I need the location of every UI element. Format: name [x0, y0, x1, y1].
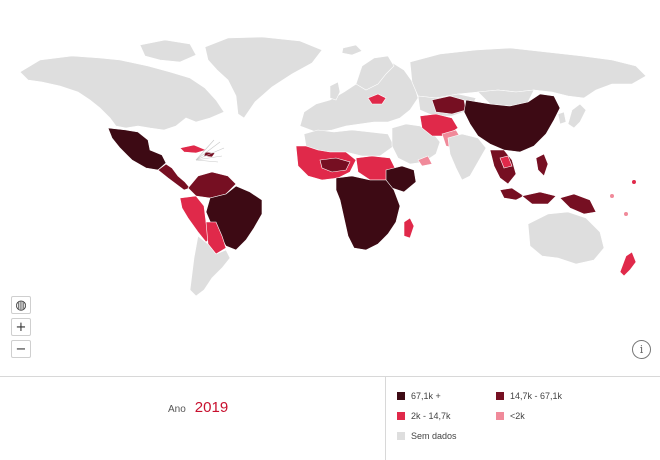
world-map[interactable]: ◍ + − i	[0, 0, 660, 376]
legend-label: 67,1k +	[411, 391, 441, 401]
region-mexico[interactable]	[107, 127, 167, 171]
region-australia[interactable]	[527, 211, 605, 265]
legend-label: 14,7k - 67,1k	[510, 391, 563, 401]
legend-item: 67,1k +	[397, 391, 441, 401]
region-uk[interactable]	[329, 81, 341, 101]
region-central-southern-africa[interactable]	[335, 175, 401, 251]
region-indonesia-3[interactable]	[559, 193, 597, 215]
legend-item: Sem dados	[397, 431, 457, 441]
region-pacific-island[interactable]	[610, 194, 614, 198]
region-indonesia-2[interactable]	[521, 191, 557, 205]
region-china[interactable]	[463, 93, 561, 153]
zoom-in-button[interactable]: +	[11, 318, 31, 336]
legend-item: 14,7k - 67,1k	[496, 391, 562, 401]
year-selector[interactable]: Ano 2019	[168, 399, 228, 416]
region-pacific-island[interactable]	[624, 212, 628, 216]
map-canvas[interactable]	[0, 0, 660, 376]
region-central-america[interactable]	[157, 163, 191, 191]
year-value[interactable]: 2019	[194, 399, 229, 416]
legend-item: <2k	[496, 411, 525, 421]
region-iceland[interactable]	[341, 44, 363, 56]
region-korea[interactable]	[557, 111, 567, 125]
globe-button[interactable]: ◍	[11, 296, 31, 314]
legend-label: Sem dados	[411, 431, 457, 441]
region-indonesia-1[interactable]	[499, 187, 525, 201]
region-southern-cone[interactable]	[189, 235, 231, 297]
globe-icon: ◍	[15, 297, 27, 313]
region-south-america-north[interactable]	[187, 171, 237, 199]
footer-divider	[385, 377, 386, 460]
year-label: Ano	[168, 404, 186, 415]
legend-label: <2k	[510, 411, 525, 421]
legend-swatch	[397, 412, 405, 420]
region-pacific-island[interactable]	[632, 180, 636, 184]
region-sahel[interactable]	[319, 157, 351, 173]
region-caribbean[interactable]	[179, 144, 207, 154]
region-myanmar[interactable]	[499, 155, 513, 169]
region-india[interactable]	[447, 133, 487, 181]
legend-swatch	[397, 432, 405, 440]
legend-item: 2k - 14,7k	[397, 411, 451, 421]
region-philippines[interactable]	[535, 153, 549, 177]
region-japan[interactable]	[567, 103, 587, 129]
zoom-out-button[interactable]: −	[11, 340, 31, 358]
info-icon: i	[639, 343, 644, 356]
legend-swatch	[496, 392, 504, 400]
region-north-america[interactable]	[19, 55, 225, 131]
region-middle-east[interactable]	[391, 123, 441, 165]
info-button[interactable]: i	[632, 340, 651, 359]
region-madagascar[interactable]	[403, 217, 415, 239]
map-controls: ◍ + −	[11, 296, 31, 358]
region-arctic-islands[interactable]	[139, 39, 197, 63]
legend-label: 2k - 14,7k	[411, 411, 451, 421]
region-ukraine[interactable]	[367, 93, 387, 105]
caribbean-callout	[195, 139, 225, 163]
footer-bar: Ano 2019 67,1k + 14,7k - 67,1k 2k - 14,7…	[0, 376, 660, 460]
legend-swatch	[496, 412, 504, 420]
region-europe[interactable]	[299, 59, 419, 133]
legend-swatch	[397, 392, 405, 400]
region-yemen[interactable]	[417, 155, 433, 167]
region-scandinavia[interactable]	[355, 55, 395, 91]
region-southeast-asia[interactable]	[489, 149, 517, 185]
region-greenland[interactable]	[204, 36, 323, 119]
region-new-zealand[interactable]	[619, 251, 637, 277]
